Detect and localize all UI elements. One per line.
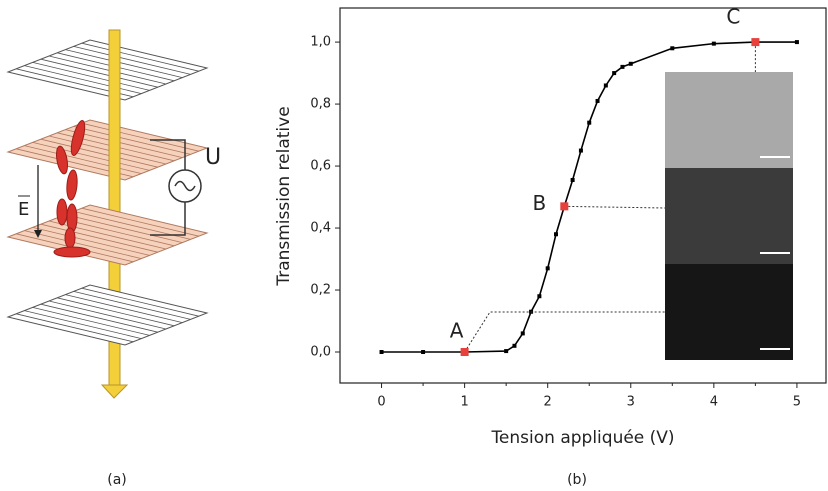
point-label: A bbox=[450, 319, 464, 343]
y-tick-label: 0,8 bbox=[310, 97, 331, 112]
connector bbox=[464, 311, 665, 353]
voltage-label: U bbox=[205, 145, 221, 170]
wire bbox=[150, 202, 186, 236]
molecule bbox=[53, 246, 91, 258]
x-tick-label: 1 bbox=[460, 395, 468, 410]
data-point bbox=[379, 350, 384, 355]
plate-line bbox=[73, 126, 191, 155]
data-point bbox=[570, 178, 575, 183]
data-point bbox=[421, 350, 426, 355]
plate-line bbox=[16, 313, 134, 343]
plate-line bbox=[81, 42, 199, 72]
x-tick-label: 0 bbox=[377, 395, 385, 410]
beam-arrow bbox=[100, 384, 129, 399]
y-tick-label: 0,0 bbox=[310, 345, 331, 360]
point-label: C bbox=[726, 5, 740, 29]
x-tick-label: 2 bbox=[544, 395, 552, 410]
y-tick-label: 0,4 bbox=[310, 221, 331, 236]
connector bbox=[564, 205, 666, 209]
point-label: B bbox=[532, 191, 546, 215]
plate-line bbox=[24, 230, 142, 259]
plate-line bbox=[65, 294, 183, 323]
plate-line bbox=[48, 300, 167, 330]
inset-image bbox=[665, 264, 793, 360]
field-label: E bbox=[18, 199, 29, 220]
x-tick-label: 4 bbox=[710, 395, 718, 410]
data-point bbox=[595, 98, 600, 103]
plate-line bbox=[65, 129, 183, 158]
data-point bbox=[578, 148, 583, 153]
data-point bbox=[512, 343, 517, 348]
data-point bbox=[537, 294, 542, 299]
plate-line bbox=[24, 145, 142, 174]
plate-line bbox=[40, 303, 158, 333]
inset-image bbox=[665, 168, 793, 264]
plate-line bbox=[65, 49, 183, 78]
plate-line bbox=[81, 207, 199, 237]
field-arrowhead bbox=[34, 230, 42, 238]
molecule bbox=[70, 120, 86, 156]
y-tick-label: 0,2 bbox=[310, 283, 331, 298]
plate-line bbox=[73, 291, 191, 320]
x-tick-label: 3 bbox=[627, 395, 635, 410]
plate-line bbox=[40, 58, 158, 88]
data-point bbox=[504, 349, 509, 354]
plate-line bbox=[57, 297, 175, 327]
data-point bbox=[620, 64, 625, 69]
data-point bbox=[794, 40, 799, 45]
wire bbox=[150, 139, 186, 170]
panel-label: (a) bbox=[107, 472, 127, 488]
y-tick-label: 1,0 bbox=[310, 35, 331, 50]
plate-line bbox=[48, 55, 167, 85]
data-point bbox=[670, 46, 675, 51]
plate-line bbox=[32, 142, 150, 171]
molecule bbox=[56, 145, 68, 175]
molecule bbox=[64, 227, 76, 249]
plate-line bbox=[32, 62, 150, 91]
data-point bbox=[603, 83, 608, 88]
plate-line bbox=[81, 287, 199, 317]
highlight-point bbox=[460, 348, 469, 357]
x-tick-label: 5 bbox=[793, 395, 801, 410]
plate-line bbox=[40, 138, 158, 168]
data-point bbox=[554, 232, 558, 237]
data-point bbox=[628, 61, 633, 66]
molecule bbox=[66, 203, 78, 233]
plate-line bbox=[24, 310, 142, 339]
data-point bbox=[587, 120, 592, 125]
data-point bbox=[520, 331, 525, 336]
highlight-point bbox=[751, 38, 760, 47]
plate-line bbox=[40, 223, 158, 253]
molecule bbox=[66, 169, 78, 201]
ac-symbol bbox=[174, 180, 196, 192]
plate-line bbox=[48, 135, 167, 165]
plate-line bbox=[32, 307, 150, 336]
plate-line bbox=[32, 227, 150, 256]
plate-line bbox=[65, 214, 183, 243]
data-point bbox=[545, 266, 550, 271]
panel-label: (b) bbox=[567, 472, 587, 488]
plot-frame bbox=[339, 7, 827, 384]
x-axis-label: Tension appliquée (V) bbox=[490, 428, 674, 448]
plate-line bbox=[81, 122, 199, 152]
plate-line bbox=[24, 65, 142, 94]
y-axis-label: Transmission relative bbox=[274, 106, 294, 286]
data-point bbox=[711, 41, 716, 46]
highlight-point bbox=[560, 202, 569, 211]
inset-image bbox=[665, 72, 793, 168]
molecule bbox=[56, 198, 68, 226]
plate-line bbox=[73, 46, 191, 75]
diagram bbox=[6, 29, 209, 399]
data-point bbox=[612, 71, 617, 76]
y-tick-label: 0,6 bbox=[310, 159, 331, 174]
